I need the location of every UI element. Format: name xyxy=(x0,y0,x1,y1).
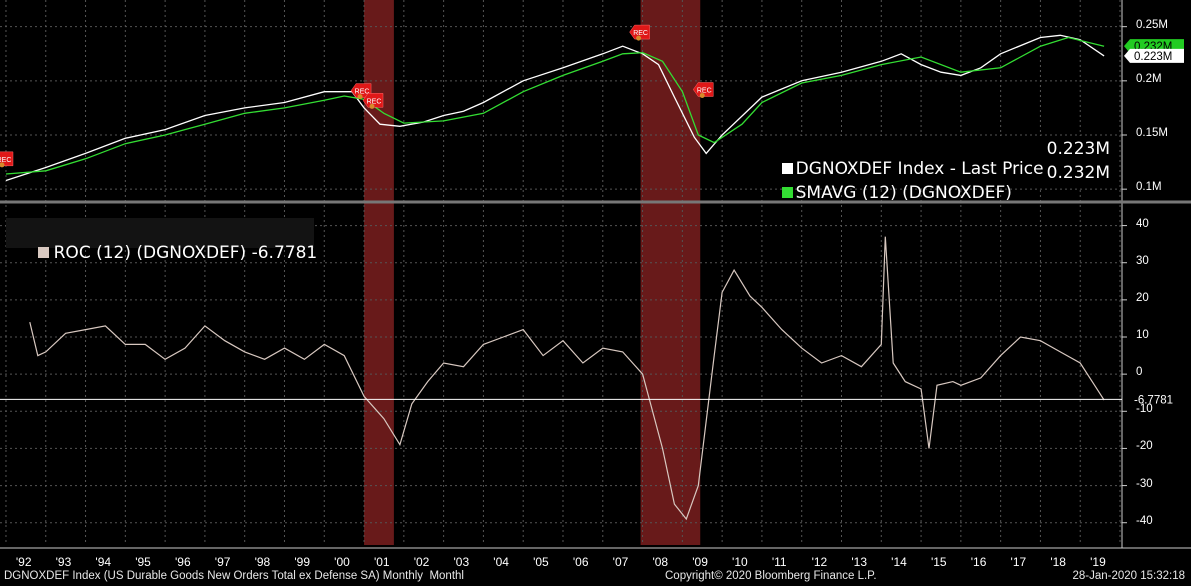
xtick-label: '01 xyxy=(373,555,390,569)
lower-ytick-label: -40 xyxy=(1136,514,1153,527)
legend-price-value: 0.223M xyxy=(1046,139,1110,159)
upper-ytick-label: 0.1M xyxy=(1136,181,1162,194)
xtick-label: '04 xyxy=(493,555,509,569)
upper-ytick-label: 0.2M xyxy=(1136,72,1162,85)
rec-marker-label: REC xyxy=(633,30,648,37)
xtick-label: '17 xyxy=(1010,555,1027,569)
xtick-label: '13 xyxy=(851,555,868,569)
xtick-label: '96 xyxy=(175,555,191,569)
xtick-label: '00 xyxy=(334,555,350,569)
lower-ytick-label: 0 xyxy=(1136,366,1143,379)
rec-marker-label: REC xyxy=(367,98,382,105)
rec-marker-dot xyxy=(0,162,5,168)
xtick-label: '08 xyxy=(652,555,669,569)
legend-sma-row: SMAVG (12) (DGNOXDEF) xyxy=(760,163,1012,223)
xtick-label: '19 xyxy=(1090,555,1106,569)
rec-marker xyxy=(0,151,14,167)
xtick-label: '98 xyxy=(254,555,271,569)
xtick-label: '10 xyxy=(732,555,748,569)
legend-price-row: DGNOXDEF Index - Last Price xyxy=(760,139,1044,199)
legend-roc-value: -6.7781 xyxy=(251,243,318,263)
upper-legend: DGNOXDEF Index - Last Price 0.223M SMAVG… xyxy=(748,136,1116,203)
rec-marker-dot xyxy=(369,103,375,109)
lower-ytick-label: -20 xyxy=(1136,440,1153,453)
xtick-label: '07 xyxy=(612,555,629,569)
legend-sma-swatch xyxy=(781,187,793,198)
xtick-label: '03 xyxy=(453,555,470,569)
legend-roc-name: ROC (12) (DGNOXDEF) xyxy=(53,243,247,263)
legend-roc-row: ROC (12) (DGNOXDEF) -6.7781 xyxy=(16,223,317,283)
recession-band-1 xyxy=(640,0,701,545)
xtick-label: '12 xyxy=(811,555,828,569)
rec-marker xyxy=(629,24,650,40)
rec-marker-dot xyxy=(357,94,363,100)
xtick-label: '92 xyxy=(15,555,32,569)
last-price-tag: 0.223M xyxy=(1134,51,1172,63)
legend-price-swatch xyxy=(781,163,793,174)
xtick-label: '02 xyxy=(413,555,430,569)
legend-sma-value: 0.232M xyxy=(1046,163,1110,183)
lower-ytick-label: -30 xyxy=(1136,477,1153,490)
footer-description: DGNOXDEF Index (US Durable Goods New Ord… xyxy=(4,570,464,582)
upper-ytick-label: 0.25M xyxy=(1136,18,1168,31)
legend-sma-name: SMAVG (12) (DGNOXDEF) xyxy=(795,183,1012,203)
xtick-label: '11 xyxy=(771,555,787,569)
lower-ytick-label: 10 xyxy=(1136,329,1149,341)
rec-marker xyxy=(350,83,372,98)
recession-band-0 xyxy=(364,0,394,545)
rec-marker-label: REC xyxy=(0,157,11,164)
upper-ytick-label: 0.15M xyxy=(1136,127,1168,139)
legend-roc-swatch xyxy=(37,247,49,258)
xtick-label: '18 xyxy=(1050,555,1066,569)
roc-value-tag: -6.7781 xyxy=(1134,394,1173,406)
legend-price-name: DGNOXDEF Index - Last Price xyxy=(795,159,1044,179)
roc-value-tag-bg xyxy=(1124,392,1184,407)
lower-legend: ROC (12) (DGNOXDEF) -6.7781 xyxy=(6,218,317,263)
rec-marker-dot xyxy=(636,35,642,41)
rec-marker xyxy=(362,93,384,108)
footer-copyright: Copyright© 2020 Bloomberg Finance L.P. xyxy=(665,570,877,582)
lower-ytick-label: 40 xyxy=(1136,217,1149,230)
xtick-label: '05 xyxy=(533,555,549,569)
price-line xyxy=(5,34,1105,182)
xtick-label: '94 xyxy=(95,555,112,569)
rec-marker xyxy=(692,82,714,97)
xtick-label: '16 xyxy=(970,555,987,569)
roc-line xyxy=(29,236,1105,521)
xtick-label: '95 xyxy=(135,555,151,569)
xtick-label: '14 xyxy=(891,555,907,569)
xtick-label: '93 xyxy=(55,555,72,569)
xtick-label: '09 xyxy=(692,555,708,569)
footer-timestamp: 28-Jan-2020 15:32:18 xyxy=(1072,570,1185,582)
lower-ytick-label: -10 xyxy=(1136,403,1153,416)
lower-ytick-label: 30 xyxy=(1136,254,1149,267)
last-price-tag-bg xyxy=(1124,48,1184,63)
xtick-label: '99 xyxy=(294,555,310,569)
xtick-label: '06 xyxy=(572,555,589,569)
sma-line xyxy=(5,36,1105,175)
rec-marker-dot xyxy=(699,93,705,98)
lower-ytick-label: 20 xyxy=(1136,291,1149,304)
rec-marker-label: REC xyxy=(697,88,712,95)
xtick-label: '97 xyxy=(214,555,231,569)
rec-marker-label: REC xyxy=(355,89,370,96)
xtick-label: '15 xyxy=(930,555,947,569)
